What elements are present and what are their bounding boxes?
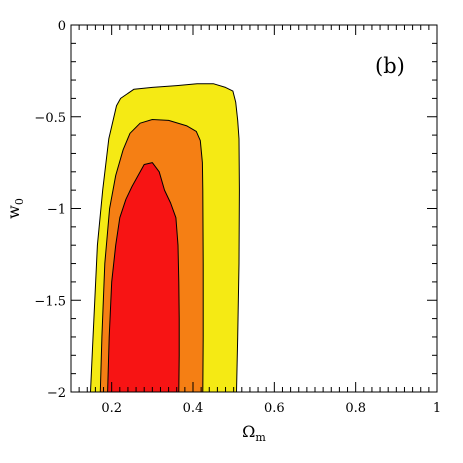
plot-frame xyxy=(70,24,438,393)
x-tick-label: 0.2 xyxy=(101,401,122,416)
x-tick-labels: 0.2 0.4 0.6 0.8 1 xyxy=(101,401,441,416)
y-axis-title-main: w xyxy=(4,205,23,219)
y-tick-labels: 0 −0.5 −1 −1.5 −2 xyxy=(34,19,66,401)
y-axis-title-subscript: 0 xyxy=(13,198,26,205)
y-tick-label: −0.5 xyxy=(34,111,66,126)
x-axis-title: Ωm xyxy=(242,422,266,444)
y-tick-label: 0 xyxy=(58,19,66,34)
x-tick-label: 0.4 xyxy=(183,401,204,416)
x-axis-title-subscript: m xyxy=(255,431,266,444)
x-tick-label: 0.8 xyxy=(345,401,366,416)
y-axis-title: w0 xyxy=(4,198,26,219)
x-tick-label: 0.6 xyxy=(264,401,285,416)
contour-inner xyxy=(107,162,180,393)
y-tick-label: −1.5 xyxy=(34,294,66,309)
contour-regions xyxy=(90,83,240,393)
y-tick-label: −1 xyxy=(47,203,66,218)
y-tick-label: −2 xyxy=(47,386,66,401)
x-tick-label: 1 xyxy=(433,401,441,416)
panel-label: (b) xyxy=(375,54,405,78)
x-axis-title-main: Ω xyxy=(242,422,255,441)
